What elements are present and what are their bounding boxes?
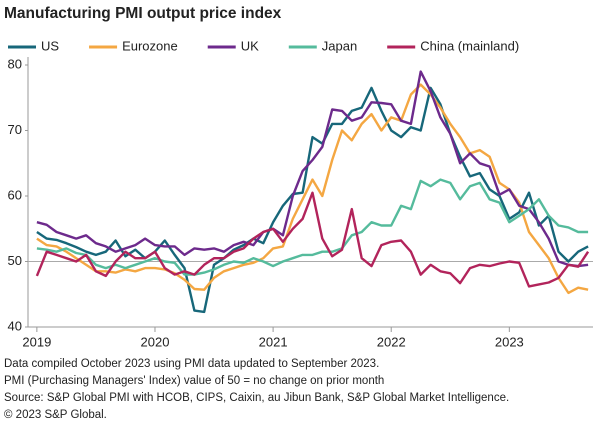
footnote: Data compiled October 2023 using PMI dat…	[4, 358, 379, 370]
y-tick-label: 50	[8, 253, 22, 268]
legend-label: Eurozone	[122, 38, 178, 53]
x-tick-label: 2020	[141, 334, 170, 349]
series-line	[35, 191, 590, 288]
footnote: PMI (Purchasing Managers' Index) value o…	[4, 375, 384, 387]
footnote: Source: S&P Global PMI with HCOB, CIPS, …	[4, 392, 509, 404]
legend-label: Japan	[322, 38, 357, 53]
footnote: © 2023 S&P Global.	[4, 409, 107, 421]
legend-label: UK	[241, 38, 259, 53]
y-tick-label: 60	[8, 187, 22, 202]
y-tick-label: 70	[8, 122, 22, 137]
x-tick-label: 2023	[495, 334, 524, 349]
y-tick-label: 80	[8, 56, 22, 71]
y-tick-label: 40	[8, 318, 22, 333]
series-line	[36, 83, 589, 295]
series-line	[36, 70, 589, 268]
series-line	[36, 86, 589, 314]
legend-label: US	[41, 38, 59, 53]
series-line	[36, 178, 589, 276]
legend-label: China (mainland)	[420, 38, 519, 53]
x-tick-label: 2021	[259, 334, 288, 349]
x-tick-label: 2019	[22, 334, 51, 349]
x-tick-label: 2022	[377, 334, 406, 349]
chart-title: Manufacturing PMI output price index	[4, 5, 282, 22]
